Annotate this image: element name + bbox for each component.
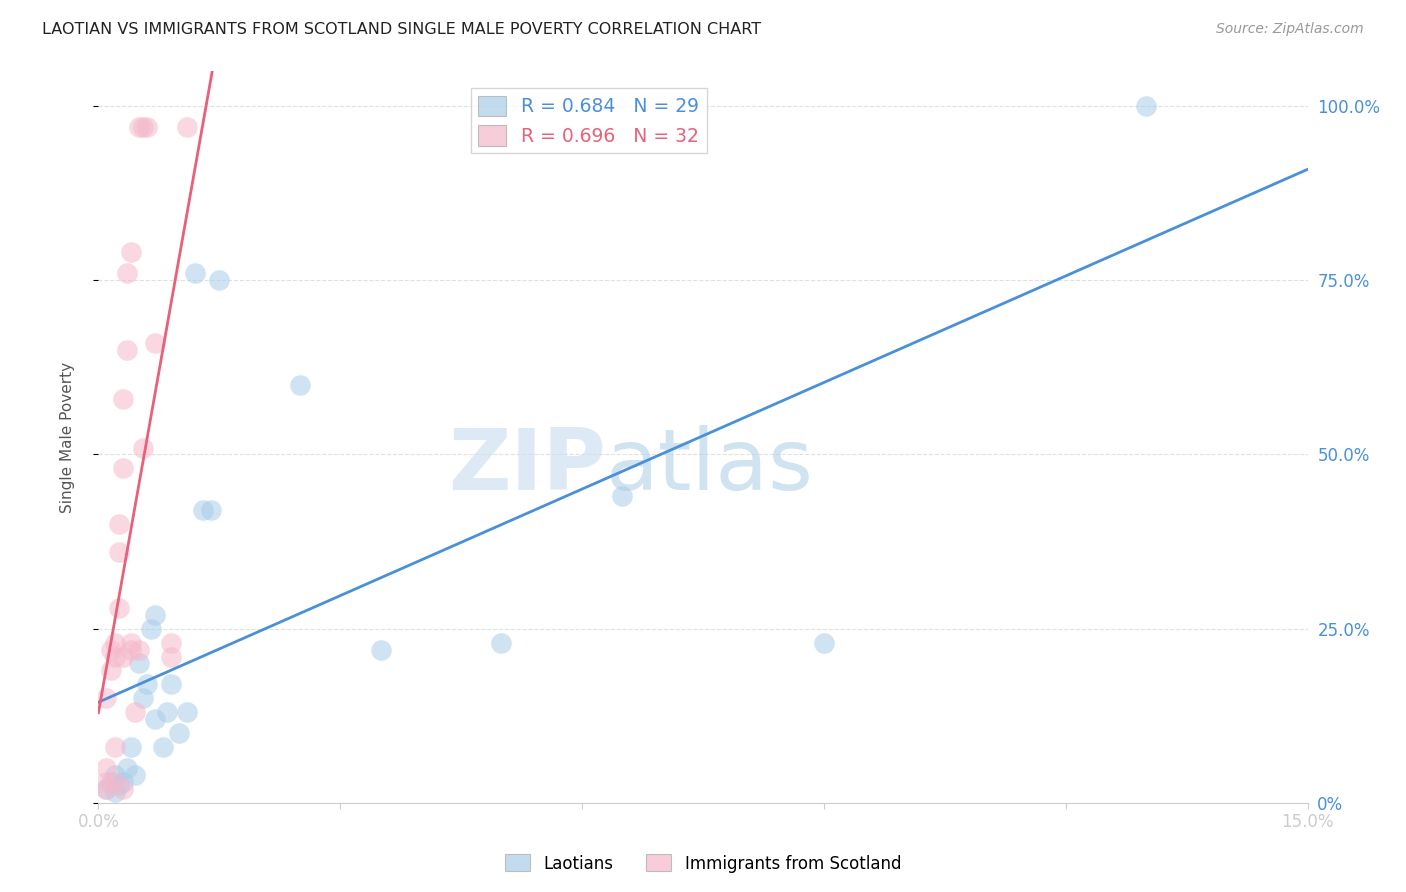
Point	[132, 441, 155, 455]
Point	[103, 635, 125, 649]
Point	[96, 761, 118, 775]
Point	[813, 635, 835, 649]
Point	[370, 642, 392, 657]
Point	[135, 120, 157, 134]
Point	[160, 677, 183, 691]
Point	[156, 705, 179, 719]
Point	[124, 705, 146, 719]
Point	[176, 120, 198, 134]
Point	[111, 461, 134, 475]
Point	[135, 677, 157, 691]
Point	[120, 740, 142, 755]
Point	[143, 712, 166, 726]
Point	[100, 775, 122, 789]
Point	[143, 607, 166, 622]
Point	[184, 266, 207, 280]
Y-axis label: Single Male Poverty: Single Male Poverty	[60, 361, 75, 513]
Point	[143, 336, 166, 351]
Point	[103, 768, 125, 782]
Point	[1135, 99, 1157, 113]
Point	[208, 273, 231, 287]
Point	[103, 785, 125, 799]
Point	[176, 705, 198, 719]
Point	[120, 245, 142, 260]
Point	[107, 517, 129, 532]
Point	[160, 649, 183, 664]
Point	[167, 726, 190, 740]
Point	[96, 781, 118, 796]
Point	[103, 775, 125, 789]
Point	[111, 392, 134, 406]
Point	[96, 781, 118, 796]
Point	[120, 642, 142, 657]
Point	[128, 657, 150, 671]
Point	[200, 503, 222, 517]
Point	[107, 600, 129, 615]
Point	[103, 740, 125, 755]
Point	[128, 642, 150, 657]
Point	[612, 489, 634, 503]
Point	[193, 503, 215, 517]
Point	[132, 120, 155, 134]
Point	[288, 377, 311, 392]
Point	[111, 649, 134, 664]
Point	[107, 545, 129, 559]
Point	[124, 768, 146, 782]
Point	[100, 642, 122, 657]
Legend: R = 0.684   N = 29, R = 0.696   N = 32: R = 0.684 N = 29, R = 0.696 N = 32	[471, 88, 707, 153]
Point	[160, 635, 183, 649]
Text: Source: ZipAtlas.com: Source: ZipAtlas.com	[1216, 22, 1364, 37]
Point	[152, 740, 174, 755]
Point	[115, 761, 138, 775]
Point	[120, 635, 142, 649]
Point	[128, 120, 150, 134]
Text: ZIP: ZIP	[449, 425, 606, 508]
Point	[115, 343, 138, 357]
Point	[132, 691, 155, 706]
Point	[100, 664, 122, 678]
Point	[491, 635, 513, 649]
Point	[111, 775, 134, 789]
Point	[107, 778, 129, 792]
Legend: Laotians, Immigrants from Scotland: Laotians, Immigrants from Scotland	[498, 847, 908, 880]
Point	[139, 622, 162, 636]
Point	[96, 775, 118, 789]
Point	[111, 781, 134, 796]
Text: LAOTIAN VS IMMIGRANTS FROM SCOTLAND SINGLE MALE POVERTY CORRELATION CHART: LAOTIAN VS IMMIGRANTS FROM SCOTLAND SING…	[42, 22, 761, 37]
Point	[96, 691, 118, 706]
Point	[115, 266, 138, 280]
Text: atlas: atlas	[606, 425, 814, 508]
Point	[103, 649, 125, 664]
